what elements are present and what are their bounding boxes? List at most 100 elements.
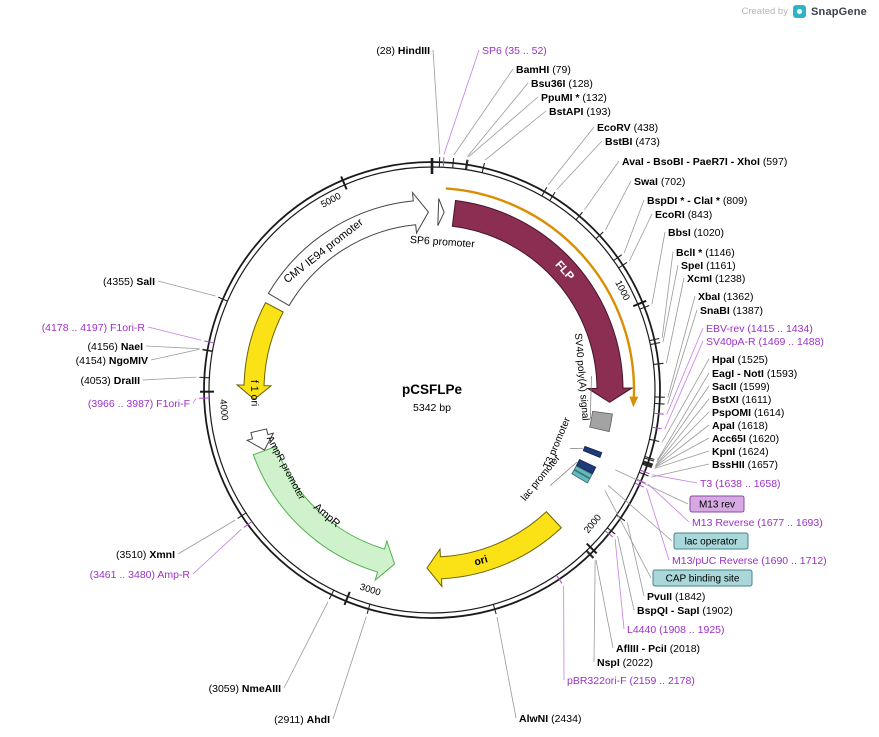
site-label-bsu36i: Bsu36I (128) [531,78,593,90]
features-layer [235,187,639,588]
position-tick-1000 [632,299,647,308]
position-tick-label-4000: 4000 [217,399,230,421]
site-tick-bstbi [549,191,556,201]
site-label-xbai: XbaI (1362) [698,291,753,303]
created-by-text: Created by [741,6,788,17]
boxed-label-box-lac-operator [673,532,749,550]
site-connector-sali [157,280,216,297]
site-tick-bsu36i [464,159,468,170]
site-label-ngomiv: (4154) NgoMIV [76,355,148,367]
site-label-bspqi-sapi: BspQI - SapI (1902) [637,605,733,617]
boxed-connector-m13-rev [615,469,689,505]
site-connector-ecori [629,213,653,261]
site-connector-swai [605,180,632,231]
site-label-avai-bsobi-paer7i-xhoi: AvaI - BsoBI - PaeR7I - XhoI (597) [622,156,787,168]
feature-ampr-promoter [245,428,275,451]
site-tick-sacii [644,457,655,462]
site-tick-ebv-rev [653,412,664,415]
site-label-bspdi-clai: BspDI * - ClaI * (809) [647,195,747,207]
site-connector-m13-reverse [648,484,690,523]
feature-label-sp6-promoter: SP6 promoter [410,234,476,251]
site-connector-avai-bsobi-paer7i-xhoi [584,160,620,211]
site-label-pbr322ori-f: pBR322ori-F (2159 .. 2178) [567,675,695,687]
feature-label-cmv-ie94-promoter: CMV IE94 promoter [282,216,366,286]
position-tick-5000 [340,176,348,190]
boxed-connector-lac-operator [607,484,673,542]
site-tick-sv40pa-r [651,426,662,430]
site-label-sv40pa-r: SV40pA-R (1469 .. 1488) [706,336,824,348]
site-label-nmeaiii: (3059) NmeAIII [209,683,281,695]
site-tick-nmeaiii [328,589,335,600]
position-tick-label-5000: 5000 [319,191,343,211]
site-label-amp-r: (3461 .. 3480) Amp-R [90,569,191,581]
site-connector-acc65i [654,437,710,468]
site-connector-eagi-noti [656,372,710,461]
site-connector-ecorv [547,126,595,185]
site-tick-spei [650,341,661,346]
site-tick-m13-reverse [636,478,646,484]
site-label-f1ori-r: (4178 .. 4197) F1ori-R [42,322,146,334]
site-label-bstbi: BstBI (473) [605,136,660,148]
plasmid-name: pCSFLPe [402,382,462,397]
site-tick-eagi-noti [644,455,655,461]
site-tick-f1ori-r [204,340,215,344]
position-tick-label-3000: 3000 [358,582,381,599]
site-connector-bsu36i [467,82,529,157]
site-label-snabi: SnaBI (1387) [700,305,763,317]
site-connector-snabi [667,309,698,405]
site-tick-ecori [618,261,628,269]
site-tick-bspdi-clai [613,254,623,262]
site-connector-xcmi [666,277,685,364]
site-label-hindiii: (28) HindIII [376,45,430,57]
feature-label-ori: ori [473,553,489,568]
site-connector-sacii [656,385,710,463]
site-connector-bbsi [651,231,666,305]
site-tick-sp6 [442,157,445,168]
site-connector-spei [662,264,679,342]
connectors-layer [142,49,710,720]
site-connector-ahdi [332,616,367,720]
site-label-spei: SpeI (1161) [681,260,736,272]
site-connector-pvuii [626,522,645,597]
site-tick-amp-r [243,521,253,528]
site-label-draiii: (4053) DraIII [80,375,140,387]
feature-sv40-poly-a-signal [589,410,613,433]
site-label-t3: T3 (1638 .. 1658) [700,478,781,490]
site-tick-bspqi-sapi [606,527,616,535]
site-label-acc65i: Acc65I (1620) [712,433,779,445]
site-tick-ppumi [465,159,469,170]
feature-flp [451,199,634,403]
site-tick-avai-bsobi-paer7i-xhoi [575,211,583,221]
site-tick-bcli [649,337,660,342]
site-label-kpni: KpnI (1624) [712,446,769,458]
site-label-apai: ApaI (1618) [712,420,768,432]
site-tick-pspomi [642,461,653,466]
feature-label-f-1-ori: f 1 ori [248,380,260,406]
boxed-label-m13-rev: M13 rev [699,500,735,511]
site-label-nspi: NspI (2022) [597,657,653,669]
site-label-naei: (4156) NaeI [88,341,144,353]
site-connector-m13-puc-reverse [646,488,670,561]
feature-orange-arc-head [629,396,639,408]
feature-lac-operator [573,465,593,479]
site-connector-bsshii [651,463,710,478]
site-connector-bspdi-clai [623,199,645,254]
site-tick-kpni [642,463,652,469]
site-tick-bamhi [452,157,455,169]
site-connector-afliii-pcii [595,559,614,649]
site-tick-naei [202,348,213,352]
site-label-ecorv: EcoRV (438) [597,122,658,134]
site-tick-sali [218,296,228,302]
boxed-label-lac-operator: lac operator [685,537,738,548]
site-label-alwni: AlwNI (2434) [519,713,581,725]
site-label-m13-reverse: M13 Reverse (1677 .. 1693) [692,517,823,529]
site-label-eagi-noti: EagI - NotI (1593) [712,368,797,380]
site-connector-t3 [652,474,698,484]
site-connector-pspomi [655,411,710,467]
site-label-bstxi: BstXI (1611) [712,394,771,406]
lac-promoter-pointer [549,461,578,486]
sv40-signal-pointer [590,376,592,420]
site-tick-bsshii [639,471,649,477]
site-tick-hpai [649,438,660,443]
